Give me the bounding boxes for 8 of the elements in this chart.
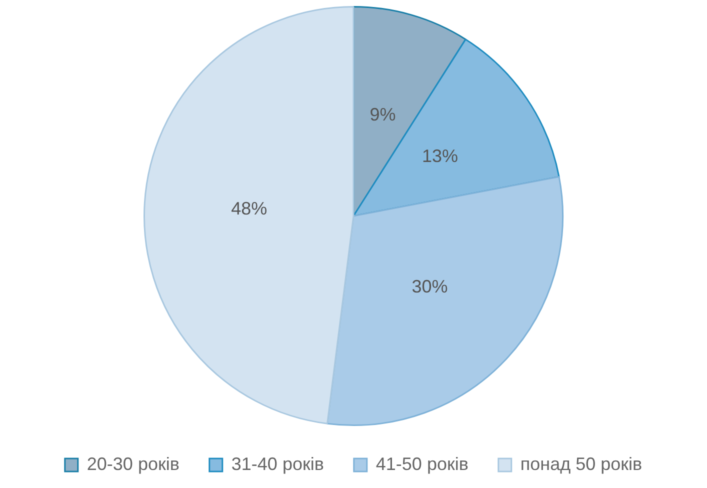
- legend-label: понад 50 років: [520, 454, 642, 474]
- data-label: 48%: [231, 198, 268, 218]
- data-label: 30%: [412, 276, 448, 297]
- legend-label: 20-30 років: [86, 454, 180, 474]
- legend-label: 31-40 років: [231, 454, 324, 474]
- legend-label: 41-50 років: [376, 454, 468, 474]
- data-label: 9%: [370, 104, 396, 124]
- data-label: 13%: [422, 146, 458, 166]
